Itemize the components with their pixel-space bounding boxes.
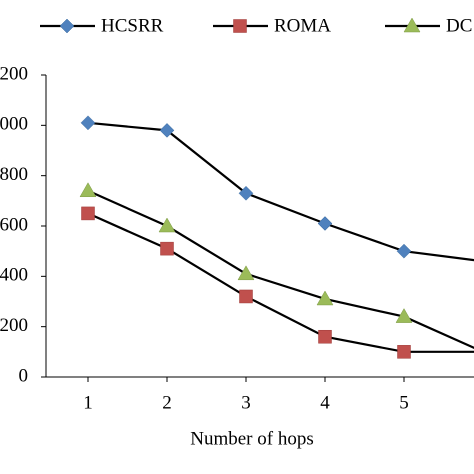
x-tick-label: 2 xyxy=(162,392,172,413)
marker xyxy=(158,217,176,233)
y-tick-label: 800 xyxy=(0,164,28,185)
marker xyxy=(79,182,97,198)
marker xyxy=(160,241,174,256)
y-tick-label: 1200 xyxy=(0,63,28,84)
marker xyxy=(317,216,333,231)
legend-label: ROMA xyxy=(274,15,331,36)
marker xyxy=(395,308,413,323)
marker xyxy=(80,115,96,131)
legend-label: HCSRR xyxy=(101,15,164,36)
marker xyxy=(396,243,412,259)
legend-marker xyxy=(59,18,75,34)
y-tick-label: 1000 xyxy=(0,114,28,135)
x-tick-label: 3 xyxy=(241,392,251,413)
x-axis-label: Number of hops xyxy=(190,428,313,449)
series-line xyxy=(87,189,474,350)
marker xyxy=(318,329,332,344)
y-tick-label: 600 xyxy=(0,214,28,235)
marker xyxy=(159,123,175,138)
y-tick-label: 0 xyxy=(19,365,29,386)
x-tick-label: 1 xyxy=(83,392,93,413)
y-tick-label: 200 xyxy=(0,315,28,336)
legend-marker xyxy=(233,19,247,33)
y-tick-label: 400 xyxy=(0,265,28,286)
marker xyxy=(397,345,411,359)
marker xyxy=(316,290,334,306)
legend-marker xyxy=(403,17,421,33)
marker xyxy=(239,289,253,304)
marker xyxy=(237,265,255,281)
x-tick-label: 5 xyxy=(399,392,409,413)
marker xyxy=(238,185,254,201)
series-line xyxy=(87,212,474,353)
legend-label: DC xyxy=(446,15,472,36)
marker xyxy=(81,206,95,221)
series-line xyxy=(87,121,474,262)
x-tick-label: 4 xyxy=(320,392,330,413)
